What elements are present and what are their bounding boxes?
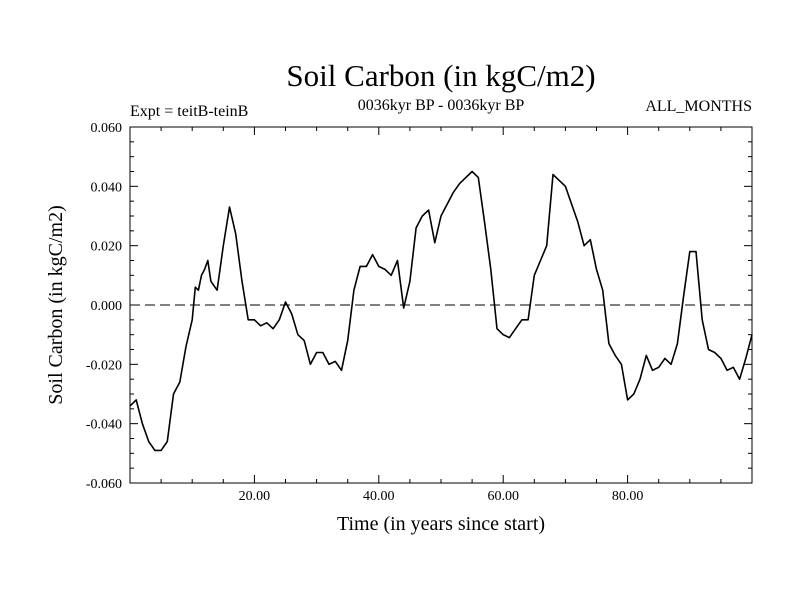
months-label: ALL_MONTHS bbox=[645, 98, 752, 115]
y-tick-label: 0.000 bbox=[91, 299, 123, 314]
y-tick-label: 0.060 bbox=[91, 121, 123, 136]
y-axis-label: Soil Carbon (in kgC/m2) bbox=[45, 205, 67, 404]
y-tick-label: -0.060 bbox=[86, 477, 122, 492]
y-tick-label: 0.040 bbox=[91, 180, 123, 195]
period-label: 0036kyr BP - 0036kyr BP bbox=[358, 97, 525, 114]
soil-carbon-series-line bbox=[129, 170, 753, 452]
x-tick-label: 80.00 bbox=[612, 489, 644, 504]
chart-title: Soil Carbon (in kgC/m2) bbox=[286, 58, 595, 93]
x-tick-label: 60.00 bbox=[487, 489, 519, 504]
experiment-label: Expt = teitB-teinB bbox=[130, 103, 248, 120]
y-tick-label: -0.020 bbox=[86, 358, 122, 373]
y-tick-label: -0.040 bbox=[86, 418, 122, 433]
y-tick-label: 0.020 bbox=[91, 240, 123, 255]
plot-area: 20.00 40.00 60.00 80.00 -0.060 -0.040 -0.020 0.… bbox=[86, 121, 753, 504]
x-axis-label: Time (in years since start) bbox=[337, 513, 545, 535]
x-tick-label: 20.00 bbox=[239, 489, 271, 504]
x-tick-label: 40.00 bbox=[363, 489, 395, 504]
